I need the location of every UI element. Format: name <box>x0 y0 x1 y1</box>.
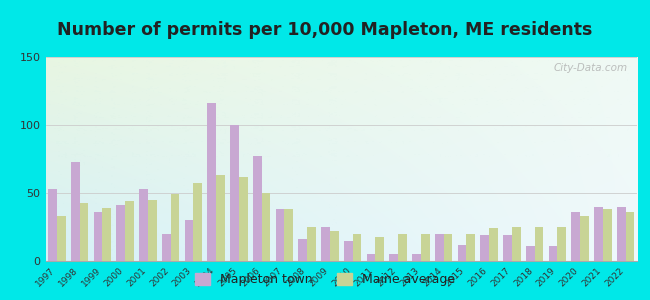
Bar <box>253 156 262 261</box>
Bar <box>549 246 558 261</box>
Bar <box>571 212 580 261</box>
Bar <box>139 189 148 261</box>
Text: Number of permits per 10,000 Mapleton, ME residents: Number of permits per 10,000 Mapleton, M… <box>57 21 593 39</box>
Bar <box>57 216 66 261</box>
Bar <box>443 234 452 261</box>
Bar <box>330 231 339 261</box>
Bar <box>534 227 543 261</box>
Bar <box>352 234 361 261</box>
Bar <box>285 209 293 261</box>
Bar <box>398 234 407 261</box>
Bar <box>458 245 466 261</box>
Bar <box>467 234 475 261</box>
Bar <box>79 202 88 261</box>
Bar <box>489 228 498 261</box>
Bar <box>230 125 239 261</box>
Bar <box>162 234 170 261</box>
Bar <box>512 227 521 261</box>
Bar <box>216 175 225 261</box>
Bar <box>376 236 384 261</box>
Bar <box>526 246 534 261</box>
Bar <box>389 254 398 261</box>
Bar <box>617 207 625 261</box>
Bar <box>480 235 489 261</box>
Bar <box>71 162 79 261</box>
Bar <box>148 200 157 261</box>
Bar <box>344 241 353 261</box>
Bar <box>367 254 376 261</box>
Bar <box>170 194 179 261</box>
Bar <box>194 184 202 261</box>
Bar <box>276 209 285 261</box>
Bar <box>321 227 330 261</box>
Bar <box>307 227 316 261</box>
Bar <box>298 239 307 261</box>
Bar <box>94 212 103 261</box>
Bar <box>239 177 248 261</box>
Bar <box>503 235 512 261</box>
Bar <box>412 254 421 261</box>
Bar <box>185 220 194 261</box>
Bar <box>207 103 216 261</box>
Text: City-Data.com: City-Data.com <box>554 63 628 73</box>
Bar <box>594 207 603 261</box>
Bar <box>103 208 111 261</box>
Bar <box>435 234 443 261</box>
Bar <box>558 227 566 261</box>
Bar <box>580 216 589 261</box>
Bar <box>261 193 270 261</box>
Bar <box>625 212 634 261</box>
Bar <box>125 201 134 261</box>
Bar <box>421 234 430 261</box>
Bar <box>48 189 57 261</box>
Bar <box>116 205 125 261</box>
Legend: Mapleton town, Maine average: Mapleton town, Maine average <box>190 268 460 291</box>
Bar <box>603 209 612 261</box>
